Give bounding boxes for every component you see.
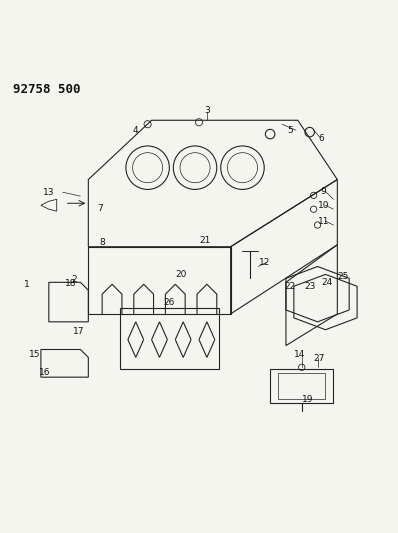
Bar — [120, 308, 219, 369]
Text: 1: 1 — [24, 280, 30, 289]
Text: 16: 16 — [39, 368, 51, 377]
Text: 21: 21 — [199, 236, 211, 245]
Text: 11: 11 — [318, 216, 329, 225]
Text: 92758 500: 92758 500 — [13, 83, 81, 96]
Bar — [270, 369, 334, 403]
Text: 9: 9 — [321, 187, 326, 196]
Text: 8: 8 — [99, 238, 105, 247]
Text: 23: 23 — [304, 282, 315, 291]
Text: 20: 20 — [176, 270, 187, 279]
Text: 17: 17 — [73, 327, 84, 336]
Text: 22: 22 — [284, 282, 296, 291]
Text: 18: 18 — [65, 279, 76, 288]
Text: 13: 13 — [43, 188, 55, 197]
Text: 19: 19 — [302, 395, 314, 404]
Text: 25: 25 — [338, 272, 349, 281]
Text: 10: 10 — [318, 201, 329, 210]
Bar — [278, 373, 326, 399]
Text: 2: 2 — [72, 274, 77, 284]
Text: 3: 3 — [204, 106, 210, 115]
Text: 15: 15 — [29, 350, 41, 359]
Text: 7: 7 — [98, 204, 103, 213]
Text: 5: 5 — [287, 126, 293, 135]
Text: 6: 6 — [319, 134, 324, 142]
Text: 12: 12 — [259, 258, 270, 267]
Text: 27: 27 — [314, 354, 325, 362]
Text: 14: 14 — [294, 350, 306, 359]
Text: 4: 4 — [133, 126, 139, 135]
Text: 24: 24 — [322, 278, 333, 287]
Text: 26: 26 — [164, 297, 175, 306]
